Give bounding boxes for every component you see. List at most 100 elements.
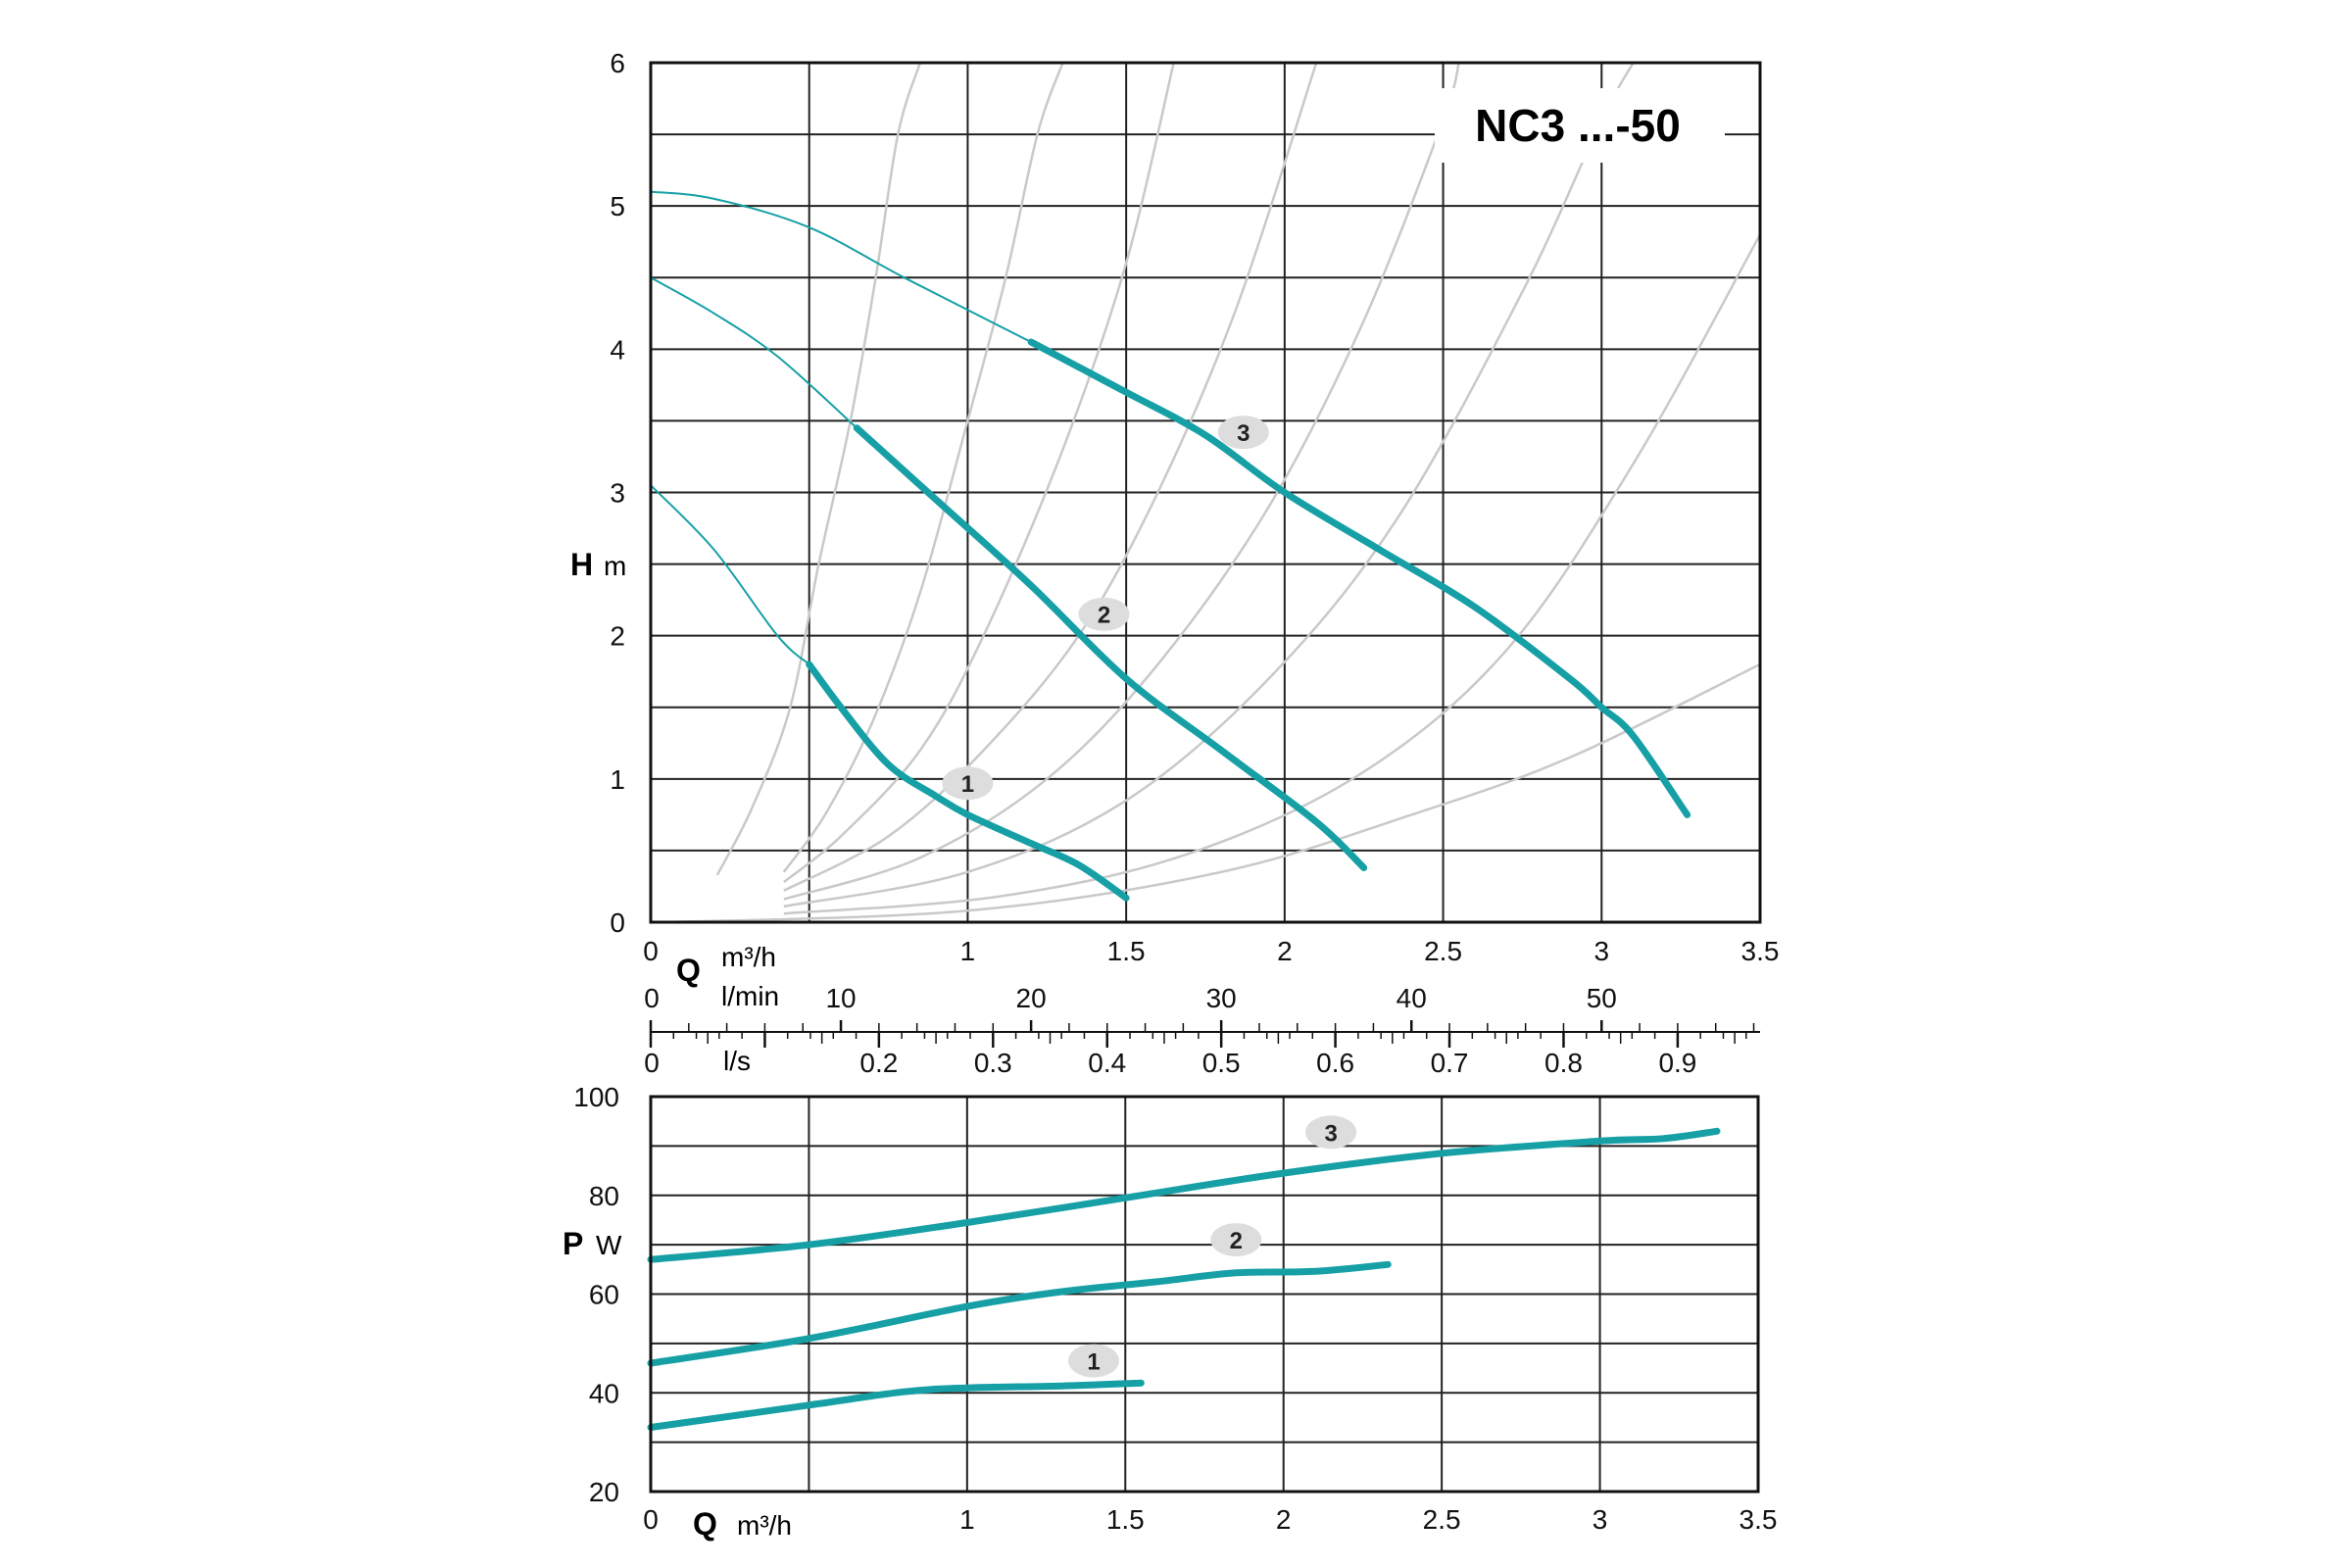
power-x-tick-label: 3	[1592, 1504, 1608, 1535]
secondary-scales: 0 l/min 10 20 30 40 50 0 l/s 0.2 0.3 0.4 0.5 0.6…	[644, 981, 1760, 1078]
power-y-tick-label: 80	[589, 1181, 619, 1211]
ls-ticks: 0.2 0.3 0.4 0.5 0.6 0.7 0.8 0.9	[859, 1048, 1696, 1078]
head-x-tick-label: 2.5	[1424, 936, 1462, 966]
system-curve	[715, 62, 922, 876]
head-curve-2	[853, 424, 1368, 871]
power-y-tick-label: 20	[589, 1477, 619, 1507]
power-series-badge	[1068, 1344, 1119, 1378]
head-curve-1-thin	[650, 484, 810, 665]
ls-tick-label: 0.6	[1316, 1048, 1354, 1078]
title-box	[1435, 88, 1725, 163]
power-panel: 20 40 60 80 100 0 1 1.5 2 2.5 3 3.5 P W Q m³/h 1 2 3	[563, 1082, 1777, 1542]
head-curve-3	[1027, 338, 1691, 818]
head-series-label: 3	[1237, 420, 1250, 447]
power-x-tick-label: 1	[959, 1504, 975, 1535]
lmin-tick-label: 30	[1206, 983, 1237, 1013]
system-curve	[666, 662, 1761, 924]
head-x-ticks: 0 1 1.5 2 2.5 3 3.5	[643, 936, 1779, 966]
power-y-symbol: P	[563, 1226, 583, 1261]
head-x-unit: m³/h	[721, 942, 776, 972]
ls-tick-label: 0.8	[1544, 1048, 1583, 1078]
head-curve-1	[806, 661, 1130, 902]
head-x-tick-label: 0	[643, 936, 659, 966]
power-series-label: 3	[1324, 1120, 1337, 1147]
head-series-badge	[1217, 416, 1269, 450]
head-x-symbol: Q	[676, 953, 701, 988]
lmin-tick-label: 50	[1587, 983, 1617, 1013]
system-curve	[783, 62, 1635, 908]
power-grid	[651, 1097, 1758, 1492]
ls-minor-ticks	[649, 1032, 1747, 1048]
head-panel: NC3 ...-50 0 1 2 3 4 5 6 0 1 1.5 2 2.5 3 3.5 H m Q m…	[570, 48, 1779, 988]
lmin-tick-label: 40	[1396, 983, 1427, 1013]
head-curve-2-thin	[650, 276, 858, 429]
head-x-tick-label: 2	[1277, 936, 1293, 966]
head-y-unit: m	[604, 551, 626, 581]
ls-tick-label: 0.9	[1658, 1048, 1696, 1078]
chart-title: NC3 ...-50	[1475, 100, 1681, 151]
head-y-tick-label: 0	[610, 907, 625, 938]
head-series	[650, 190, 1691, 902]
power-curve-2	[647, 1260, 1392, 1367]
ls-tick-label: 0.3	[974, 1048, 1012, 1078]
ls-tick-label: 0.4	[1088, 1048, 1126, 1078]
system-curve	[782, 62, 1064, 873]
lmin-minor-ticks	[649, 1020, 1755, 1032]
system-curve	[783, 62, 1460, 901]
head-curve-3-thin	[650, 190, 1032, 343]
lmin-tick-label: 20	[1016, 983, 1047, 1013]
power-y-unit: W	[596, 1230, 622, 1260]
power-plot-frame	[649, 1095, 1760, 1494]
head-y-tick-label: 5	[610, 191, 625, 221]
ls-unit: l/s	[723, 1046, 751, 1076]
head-series-badge	[942, 766, 994, 801]
head-x-tick-label: 3	[1593, 936, 1609, 966]
power-series-label: 1	[1087, 1349, 1100, 1376]
head-series-label: 1	[961, 771, 974, 798]
head-series-labels: 1 2 3	[942, 416, 1269, 801]
ls-tick-label: 0.7	[1431, 1048, 1469, 1078]
power-x-tick-label: 0	[643, 1504, 659, 1535]
lmin-unit: l/min	[721, 981, 779, 1011]
power-y-tick-label: 100	[573, 1082, 619, 1112]
ls-tick-label: 0.5	[1202, 1048, 1241, 1078]
head-y-tick-label: 3	[610, 478, 625, 509]
power-y-ticks: 20 40 60 80 100	[573, 1082, 619, 1507]
head-series-badge	[1078, 597, 1130, 631]
system-curve	[783, 233, 1762, 915]
head-y-tick-label: 1	[610, 764, 625, 795]
head-grid	[651, 63, 1760, 922]
lmin-ticks: 10 20 30 40 50	[825, 983, 1616, 1013]
head-system-curves	[666, 62, 1762, 924]
head-x-tick-label: 3.5	[1741, 936, 1780, 966]
head-y-tick-label: 6	[610, 48, 625, 78]
power-series-labels: 1 2 3	[1068, 1115, 1357, 1378]
power-series-badge	[1210, 1223, 1262, 1257]
power-x-tick-label: 1.5	[1106, 1504, 1145, 1535]
power-y-tick-label: 60	[589, 1280, 619, 1310]
power-curve-3	[647, 1127, 1721, 1263]
ls-zero-label: 0	[644, 1048, 660, 1078]
power-series	[647, 1127, 1721, 1431]
head-y-ticks: 0 1 2 3 4 5 6	[610, 48, 625, 938]
power-x-symbol: Q	[693, 1506, 717, 1542]
head-series-label: 2	[1098, 603, 1110, 629]
lmin-tick-label: 10	[825, 983, 856, 1013]
ls-tick-label: 0.2	[859, 1048, 898, 1078]
lmin-zero-label: 0	[644, 983, 660, 1013]
power-series-badge	[1305, 1115, 1357, 1150]
head-y-tick-label: 4	[610, 334, 625, 365]
head-y-symbol: H	[570, 547, 593, 582]
power-series-label: 2	[1230, 1228, 1243, 1254]
system-curve	[783, 62, 1175, 884]
power-x-ticks: 0 1 1.5 2 2.5 3 3.5	[643, 1504, 1777, 1535]
head-x-tick-label: 1	[960, 936, 976, 966]
power-x-tick-label: 2.5	[1423, 1504, 1461, 1535]
system-curve	[783, 62, 1318, 892]
power-x-tick-label: 3.5	[1740, 1504, 1778, 1535]
power-x-tick-label: 2	[1276, 1504, 1292, 1535]
power-y-tick-label: 40	[589, 1378, 619, 1408]
head-y-tick-label: 2	[610, 621, 625, 652]
power-curve-1	[647, 1379, 1145, 1431]
